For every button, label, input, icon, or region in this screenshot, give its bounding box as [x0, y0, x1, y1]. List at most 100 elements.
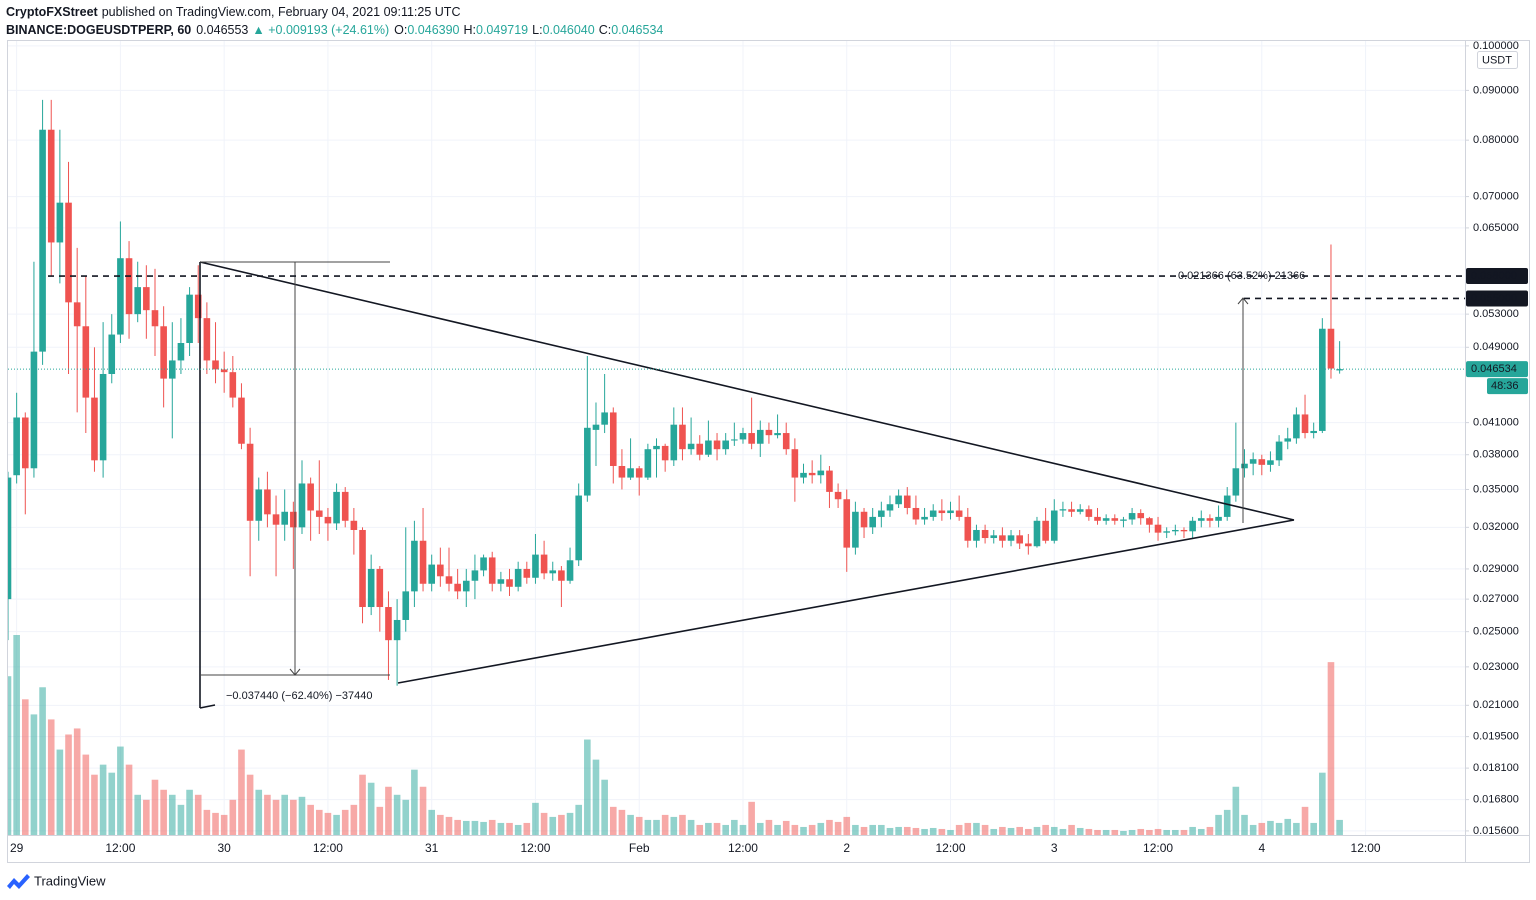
candle-body	[402, 591, 410, 620]
volume-bar	[376, 806, 384, 835]
volume-bar	[385, 786, 392, 835]
volume-bar	[921, 828, 928, 835]
candle-body	[1042, 520, 1049, 541]
volume-bar	[108, 772, 116, 835]
volume-bar	[56, 749, 64, 835]
volume-bar	[558, 814, 565, 835]
candle-body	[134, 287, 141, 315]
volume-bar	[298, 796, 306, 835]
candle-body	[194, 294, 202, 319]
candle-body	[1154, 524, 1162, 533]
volume-bar	[1232, 786, 1240, 835]
axis-layer: 0.100000 0.090000 0.080000 0.070000 0.065000…	[10, 40, 1530, 855]
candle-body	[1232, 468, 1240, 496]
candle-body	[731, 439, 738, 441]
candle-body	[445, 576, 453, 584]
volume-bar	[878, 824, 885, 835]
candle-body	[307, 483, 314, 511]
candle-body	[82, 326, 90, 398]
candle-body	[298, 483, 306, 528]
drawings: −0.037440 (−62.40%) −37440 0.021366 (63.…	[199, 261, 1305, 709]
candle-body	[1206, 518, 1214, 521]
candle-body	[143, 287, 150, 311]
volume-bar	[160, 789, 167, 835]
candle-body	[782, 433, 790, 450]
volume-bar	[1163, 829, 1170, 835]
volume-bar	[523, 822, 531, 835]
volume-bar	[756, 822, 764, 835]
volume-bar	[566, 812, 574, 835]
candle-body	[437, 564, 444, 577]
candle-body	[1068, 509, 1075, 512]
volume-bar	[324, 812, 332, 835]
y-tick-label: 0.035000	[1473, 483, 1519, 495]
symbol: BINANCE:DOGEUSDTPERP, 60	[6, 23, 191, 37]
price-axis-bg	[1465, 40, 1530, 835]
x-tick-label: 12:00	[728, 841, 758, 855]
y-tick-label: 0.025000	[1473, 626, 1519, 638]
volume-bar	[1094, 829, 1101, 835]
y-tick-label: 0.038000	[1473, 449, 1519, 461]
price-line-box	[1466, 290, 1528, 307]
volume-bar	[964, 822, 972, 835]
volume-bar	[1172, 829, 1179, 835]
volume-bar	[39, 687, 46, 835]
candle-body	[1284, 438, 1292, 442]
candle-body	[990, 535, 998, 539]
candle-body	[1301, 414, 1309, 434]
candle-body	[635, 468, 643, 478]
candle-body	[947, 510, 954, 514]
volume-bar	[99, 764, 107, 835]
candle-body	[272, 514, 280, 525]
y-tick-label: 0.019500	[1473, 731, 1519, 743]
volume-bar	[8, 676, 12, 835]
candle-body	[376, 568, 384, 608]
volume-bar	[731, 819, 738, 835]
candle-body	[739, 433, 747, 440]
volume-bar	[618, 809, 626, 835]
arrow-head	[1237, 297, 1249, 305]
candle-body	[117, 258, 124, 335]
x-tick-label: 30	[217, 841, 231, 855]
candle-body	[826, 470, 833, 492]
volume-bar	[402, 799, 410, 835]
countdown-box	[1487, 378, 1528, 395]
x-tick-label: 12:00	[520, 841, 550, 855]
volume-bar	[1076, 827, 1084, 835]
candle-body	[1033, 520, 1041, 547]
volume-bar	[1068, 824, 1075, 835]
candle-body	[1197, 518, 1205, 521]
candle-body	[1189, 520, 1196, 532]
candle-body	[1223, 495, 1231, 517]
y-tick-label: 0.023000	[1473, 661, 1519, 673]
candle-body	[1059, 509, 1067, 511]
volume-bar	[341, 809, 349, 835]
volume-bar	[238, 749, 245, 835]
candle-body	[255, 489, 263, 521]
volume-bar	[1033, 826, 1041, 835]
candle-layer	[8, 99, 1343, 686]
candle-body	[246, 443, 254, 521]
volume-bar	[670, 816, 678, 835]
volume-bar	[73, 728, 81, 835]
candle-body	[618, 465, 626, 478]
volume-bar	[990, 828, 998, 835]
volume-bar	[782, 820, 790, 835]
y-tick-label: 0.021000	[1473, 699, 1519, 711]
candle-body	[281, 511, 288, 525]
candle-body	[1275, 441, 1283, 461]
volume-bar	[246, 774, 254, 835]
candle-body	[834, 491, 842, 500]
candle-body	[1085, 509, 1093, 517]
volume-bar	[696, 824, 704, 835]
candle-body	[912, 507, 920, 520]
volume-bar	[1267, 820, 1274, 835]
volume-bar	[1085, 828, 1093, 835]
triangle-upper	[199, 261, 1295, 521]
volume-bar	[1180, 829, 1188, 835]
candle-body	[428, 564, 435, 584]
volume-bar	[281, 794, 288, 835]
candle-body	[713, 440, 721, 450]
volume-bar	[635, 816, 643, 835]
candle-body	[264, 489, 271, 515]
